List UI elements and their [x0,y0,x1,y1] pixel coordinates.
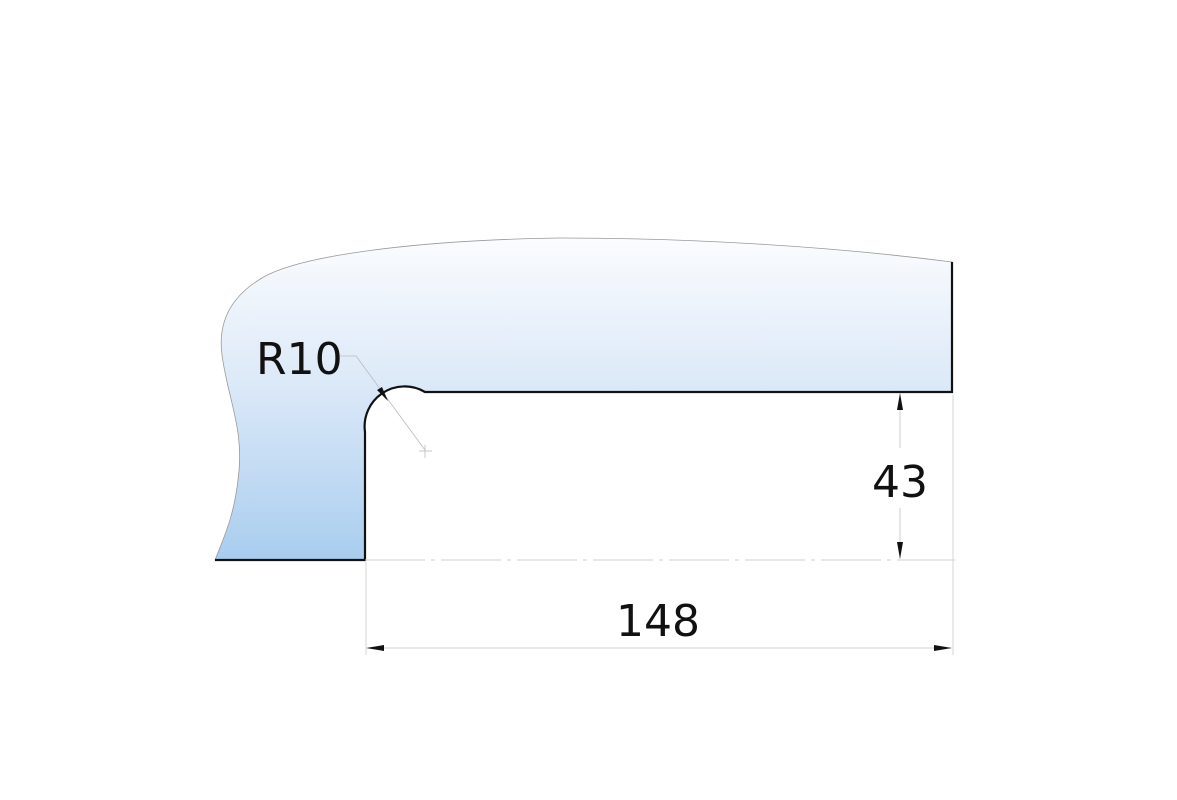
arrow-up [897,393,903,410]
profile-shape [214,237,953,561]
arrow-right [934,645,952,651]
radius-arrow [377,387,388,401]
width-label: 148 [616,596,700,647]
radius-label: R10 [256,334,343,385]
arrow-left [366,645,384,651]
radius-leader [340,355,426,451]
height-label: 43 [872,457,928,508]
arrow-down [897,542,903,559]
